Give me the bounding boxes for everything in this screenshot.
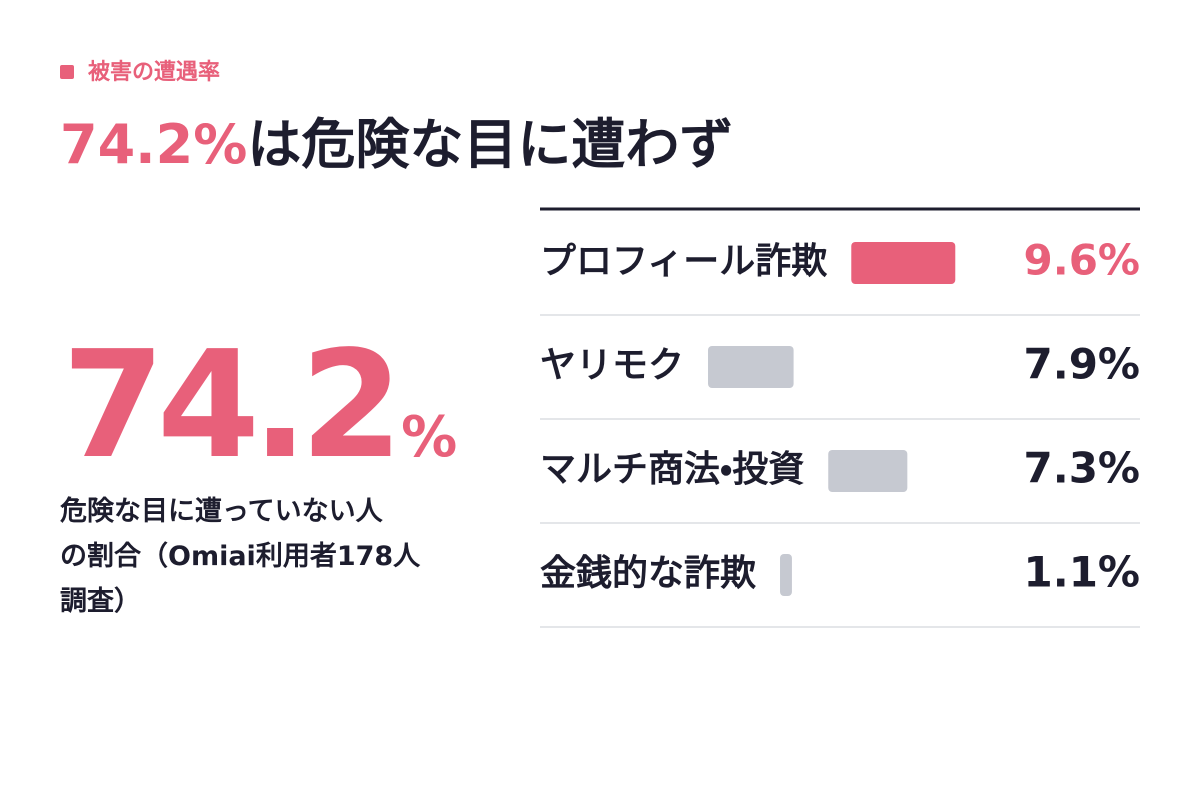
stat-description-3: 調査）: [60, 586, 141, 617]
tag-marker: [60, 65, 74, 79]
stat-value: 74.2: [62, 319, 395, 491]
category-label: ヤリモク: [540, 345, 684, 386]
tag: 被害の遭遇率: [87, 59, 220, 85]
headline-value: 74.2%: [60, 113, 247, 176]
category-label: マルチ商法・投資: [540, 449, 804, 490]
headline: 74.2%は危険な目に遭わず: [60, 113, 733, 176]
headline-text: は危険な目に遭わず: [247, 113, 733, 176]
bar: [828, 450, 908, 492]
category-label: プロフィール詐欺: [540, 241, 827, 282]
stat-figure: 74.2%: [62, 319, 457, 491]
value-label: 7.9%: [1024, 340, 1140, 389]
stat-unit: %: [401, 405, 457, 470]
stat-description-2: の割合（Omiai利用者178人: [60, 541, 421, 572]
bar: [851, 242, 956, 284]
bar: [780, 554, 792, 596]
category-label: 金銭的な詐欺: [540, 553, 756, 594]
value-label: 1.1%: [1024, 548, 1140, 597]
bar: [708, 346, 794, 388]
value-label: 7.3%: [1024, 444, 1140, 493]
stat-description-1: 危険な目に遭っていない人: [60, 495, 384, 527]
value-label: 9.6%: [1024, 236, 1140, 285]
